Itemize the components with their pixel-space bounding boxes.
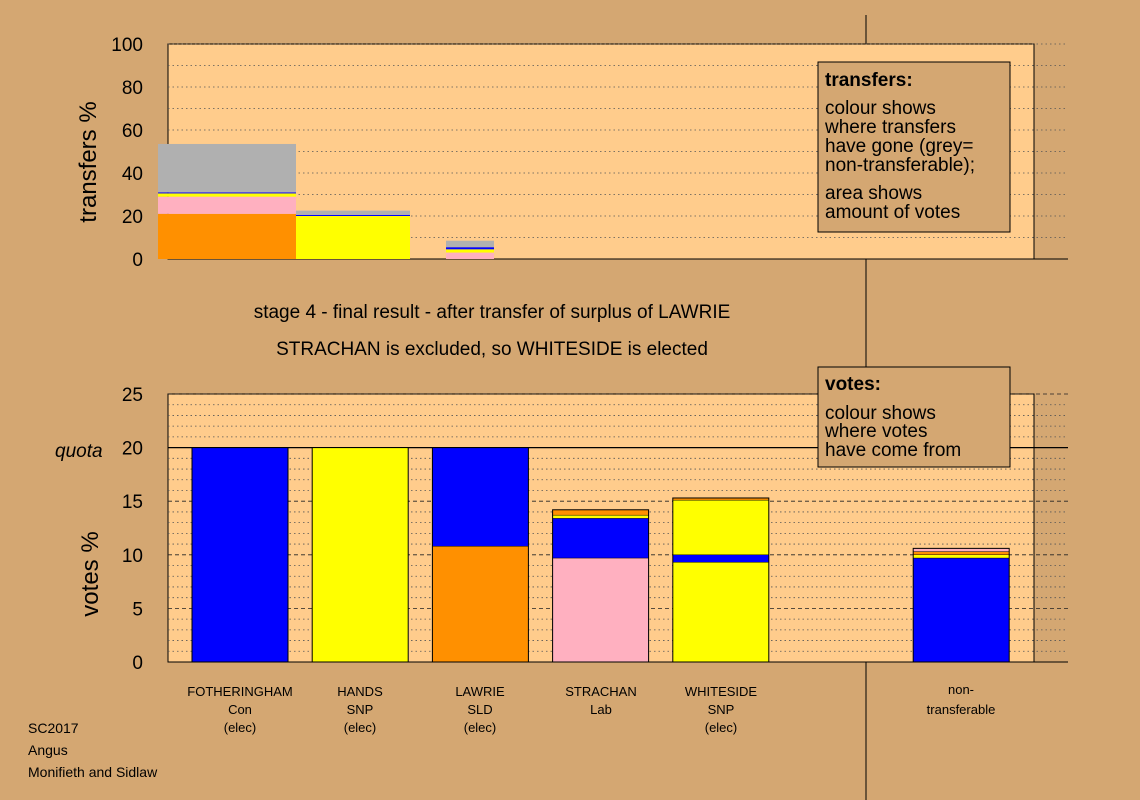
transfer-segment	[158, 193, 296, 197]
vote-segment	[672, 499, 769, 555]
footer-line: Angus	[28, 742, 68, 758]
vote-segment	[432, 546, 529, 663]
votes-legend: votes: colour shows where votes have com…	[817, 366, 1011, 468]
transfer-segment	[446, 240, 494, 248]
candidate-name: non-	[948, 682, 974, 697]
votes-chart: 0 5 10 15 20 25 votes % quota votes: colour s…	[55, 366, 1068, 674]
transfer-segment	[296, 216, 410, 259]
transfer-segment	[446, 252, 494, 259]
y-tick-label: 25	[122, 385, 143, 406]
transfers-legend-line: have gone (grey=	[825, 136, 973, 157]
vote-segment	[672, 554, 769, 563]
vote-bar-outline	[552, 509, 650, 663]
footer-line: Monifieth and Sidlaw	[28, 764, 158, 780]
y-tick-label: 60	[122, 121, 143, 142]
candidate-party: SLD	[467, 702, 492, 717]
stage-caption: stage 4 - final result - after transfer …	[254, 302, 731, 323]
y-tick-label: 0	[132, 250, 143, 271]
candidate-name: LAWRIE	[455, 684, 505, 699]
y-tick-label: 15	[122, 492, 143, 513]
transfers-legend-title: transfers:	[825, 70, 913, 91]
votes-legend-line: colour shows	[825, 403, 936, 424]
transfer-segment	[446, 249, 494, 253]
vote-segment	[432, 447, 529, 547]
y-tick-label: 0	[132, 653, 143, 674]
vote-segment	[191, 447, 289, 663]
y-tick-label: 20	[122, 207, 143, 228]
candidate-party: Con	[228, 702, 252, 717]
transfer-segment	[446, 247, 494, 250]
vote-bar-outline	[191, 447, 289, 663]
candidate-party: SNP	[347, 702, 374, 717]
transfers-legend-line: colour shows	[825, 98, 936, 119]
transfers-legend-line: amount of votes	[825, 202, 960, 223]
transfer-segment	[158, 213, 296, 259]
candidate-status: (elec)	[705, 720, 738, 735]
votes-legend-title: votes:	[825, 374, 881, 395]
y-tick-label: 10	[122, 546, 143, 567]
votes-legend-line: where votes	[824, 421, 927, 442]
candidate-name: STRACHAN	[565, 684, 637, 699]
vote-segment	[552, 518, 649, 559]
vote-segment	[312, 447, 409, 663]
vote-segment	[913, 557, 1010, 663]
vote-segment	[552, 514, 649, 519]
candidate-status: (elec)	[464, 720, 497, 735]
transfer-segment	[158, 192, 296, 194]
y-tick-label: 20	[122, 439, 143, 460]
votes-ylabel: votes %	[77, 531, 104, 616]
vote-bar-outline	[311, 447, 409, 663]
vote-segment	[552, 557, 649, 663]
footer-line: SC2017	[28, 720, 79, 736]
transfer-segment	[158, 143, 296, 193]
candidate-name: WHITESIDE	[685, 684, 758, 699]
vote-segment	[913, 551, 1010, 555]
candidate-status: (elec)	[224, 720, 257, 735]
transfers-legend-line: non-transferable);	[825, 155, 975, 176]
candidate-name: HANDS	[337, 684, 383, 699]
transfers-ylabel: transfers %	[75, 101, 102, 222]
y-tick-label: 40	[122, 164, 143, 185]
vote-bar-outline	[672, 497, 770, 663]
transfers-legend: transfers: colour shows where transfers …	[817, 61, 1011, 233]
y-tick-label: 5	[132, 599, 143, 620]
transfers-chart: 0 20 40 60 80 100 transfers % transfers: colo…	[75, 35, 1068, 271]
vote-segment	[672, 562, 769, 663]
transfer-segment	[296, 214, 410, 216]
candidate-name: FOTHERINGHAM	[187, 684, 292, 699]
vote-bar-outline	[431, 447, 529, 663]
y-tick-label: 80	[122, 78, 143, 99]
quota-label: quota	[55, 441, 103, 462]
votes-legend-line: have come from	[825, 440, 961, 461]
transfers-legend-line: area shows	[825, 183, 922, 204]
candidate-labels: FOTHERINGHAM Con (elec) HANDS SNP (elec)…	[187, 682, 995, 735]
candidate-party: Lab	[590, 702, 612, 717]
footer: SC2017 Angus Monifieth and Sidlaw	[28, 720, 158, 780]
transfer-segment	[158, 196, 296, 214]
transfer-segment	[296, 210, 410, 215]
candidate-party: SNP	[708, 702, 735, 717]
vote-segment	[913, 554, 1010, 559]
vote-segment	[552, 509, 649, 516]
result-caption: STRACHAN is excluded, so WHITESIDE is el…	[276, 339, 708, 360]
y-tick-label: 100	[111, 35, 143, 56]
vote-bar-outline	[912, 547, 1010, 663]
transfers-legend-line: where transfers	[824, 117, 956, 138]
candidate-status: (elec)	[344, 720, 377, 735]
candidate-party: transferable	[927, 702, 996, 717]
